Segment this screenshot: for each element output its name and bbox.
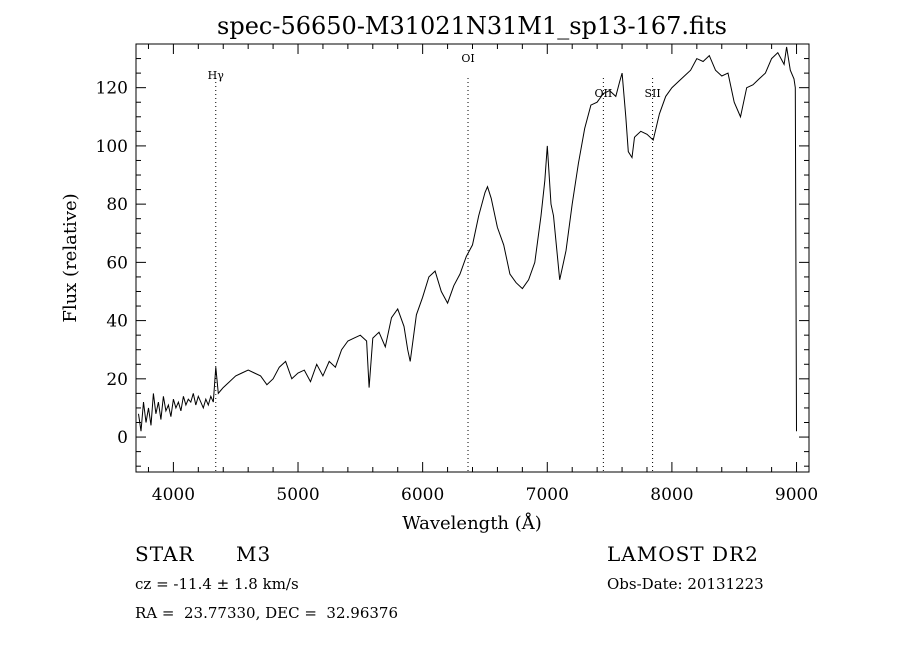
plot-frame	[135, 43, 810, 473]
observation-date: Obs-Date: 20131223	[607, 575, 764, 593]
x-tick-label: 5000	[276, 485, 319, 505]
axis-ticks	[136, 44, 809, 472]
y-tick-label: 100	[96, 137, 128, 157]
y-tick-label: 120	[96, 79, 128, 99]
y-tick-label: 20	[106, 370, 128, 390]
x-axis-label: Wavelength (Å)	[402, 512, 542, 534]
y-tick-label: 80	[106, 195, 128, 215]
chart-title: spec-56650-M31021N31M1_sp13-167.fits	[217, 12, 727, 40]
y-tick-label: 40	[106, 312, 128, 332]
y-tick-label: 0	[117, 428, 128, 448]
x-tick-label: 6000	[401, 485, 444, 505]
line-marker-label: Hγ	[208, 69, 225, 82]
y-tick-label: 60	[106, 253, 128, 273]
y-tick-labels: 0 20 40 60 80 100 120	[96, 79, 128, 448]
line-marker-label: OI	[461, 52, 474, 65]
x-tick-label: 4000	[152, 485, 195, 505]
x-tick-label: 9000	[775, 485, 818, 505]
y-axis-label: Flux (relative)	[60, 193, 81, 322]
coordinates: RA = 23.77330, DEC = 32.96376	[135, 604, 399, 622]
x-tick-labels: 4000 5000 6000 7000 8000 9000	[152, 485, 818, 505]
redshift-cz: cz = -11.4 ± 1.8 km/s	[135, 575, 299, 593]
survey-name: LAMOST DR2	[607, 542, 759, 566]
x-tick-label: 7000	[526, 485, 569, 505]
x-tick-label: 8000	[650, 485, 693, 505]
object-subclass: M3	[236, 542, 272, 566]
line-marker-label: SII	[644, 87, 660, 100]
spectrum-line	[138, 46, 797, 432]
object-class: STAR	[135, 542, 195, 566]
